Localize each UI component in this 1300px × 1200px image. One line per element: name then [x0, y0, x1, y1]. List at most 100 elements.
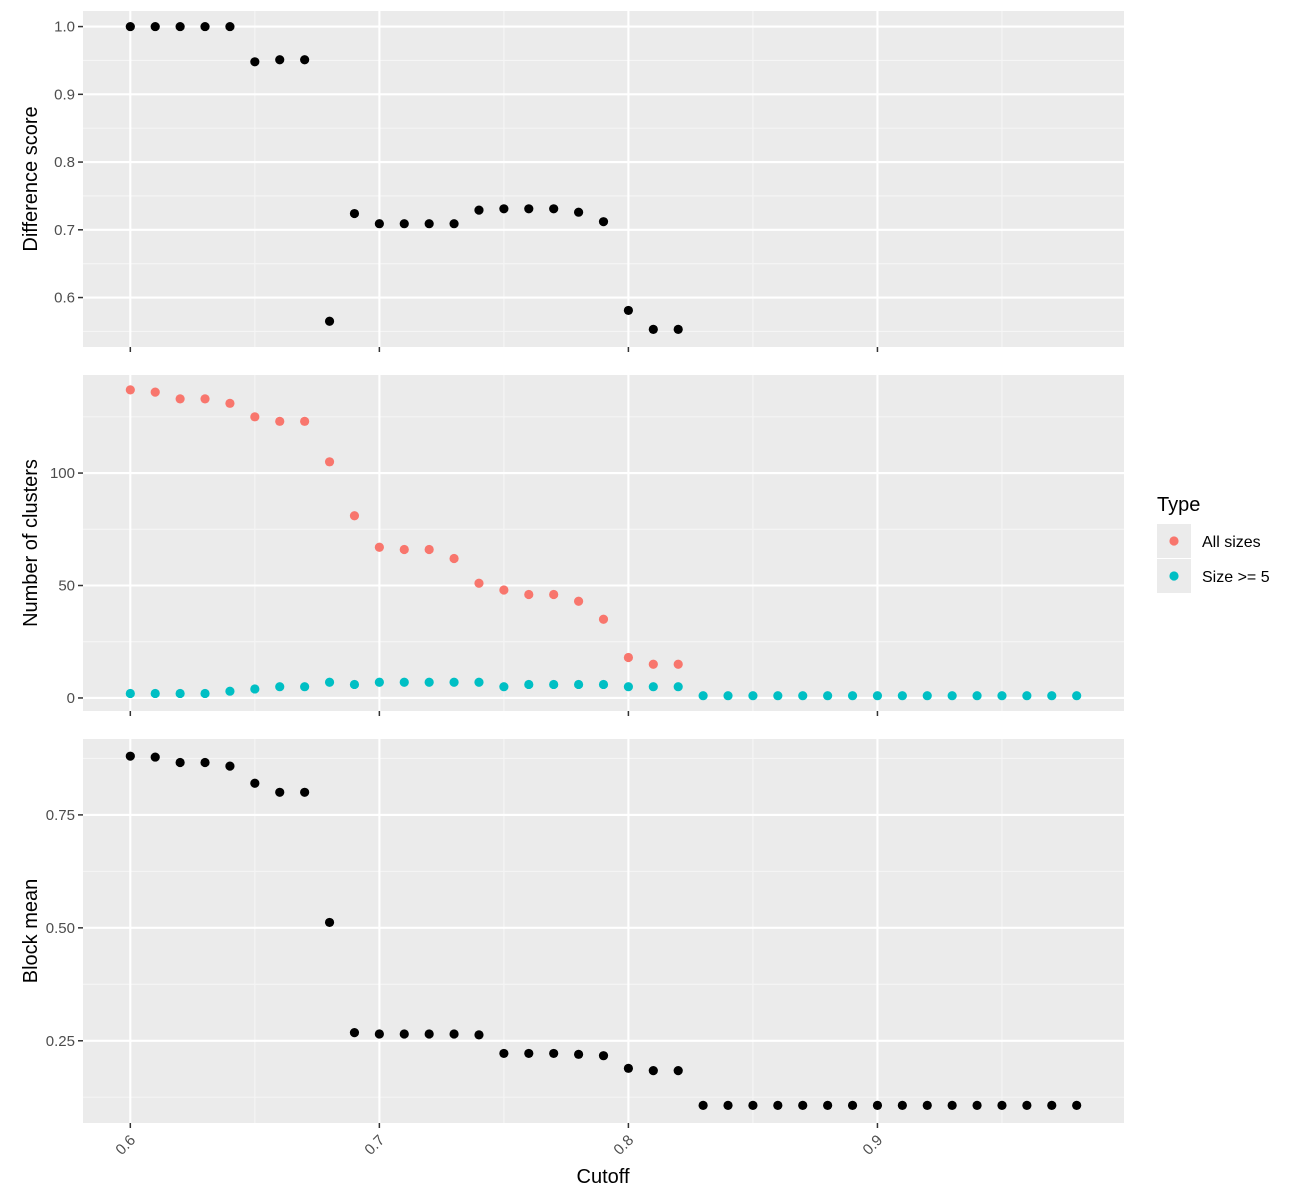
data-point: [524, 1048, 534, 1059]
series-2: [125, 677, 1082, 701]
panel-3: 0.25 0.50 0.75 Block mean 0.6 0.7 0.8 0.9: [20, 739, 1124, 1159]
data-point: [349, 208, 360, 219]
data-point: [997, 691, 1007, 701]
data-point: [225, 398, 235, 408]
data-point: [549, 589, 559, 600]
data-point: [374, 219, 384, 229]
data-point: [449, 677, 459, 687]
data-point: [374, 1029, 384, 1039]
data-point: [798, 691, 808, 701]
data-point: [847, 1100, 858, 1110]
data-point: [449, 219, 459, 229]
data-point: [424, 544, 434, 555]
data-point: [225, 21, 235, 32]
data-point: [275, 682, 285, 692]
x-axis-title: Cutoff: [577, 1166, 630, 1188]
data-point: [275, 416, 285, 426]
x-tick-label: 0.6: [112, 1132, 139, 1159]
data-point: [623, 682, 634, 692]
data-point: [723, 1100, 733, 1110]
data-point: [947, 1100, 957, 1110]
data-point: [175, 688, 185, 699]
y-tick-label: 0: [67, 690, 75, 707]
data-point: [573, 679, 584, 690]
series-1: [125, 385, 683, 669]
data-point: [150, 387, 160, 397]
panel-1: 0.6 0.7 0.8 0.9 1.0 Difference score: [20, 11, 1124, 352]
data-point: [748, 1100, 758, 1110]
data-point: [648, 659, 658, 669]
data-point: [524, 679, 534, 690]
data-point: [449, 553, 459, 564]
data-point: [897, 1100, 907, 1110]
data-point: [250, 778, 260, 788]
data-point: [549, 679, 559, 690]
data-point: [324, 917, 335, 928]
y-tick-label: 50: [58, 578, 75, 595]
legend-label-all-sizes: All sizes: [1202, 534, 1261, 551]
data-point: [250, 412, 260, 422]
data-point: [997, 1100, 1007, 1110]
data-point: [175, 757, 185, 768]
data-point: [349, 1028, 360, 1038]
data-point: [922, 1100, 932, 1110]
data-point: [424, 677, 434, 687]
data-point: [823, 691, 833, 701]
data-point: [275, 787, 285, 797]
data-point: [399, 1029, 409, 1039]
data-point: [150, 752, 160, 762]
data-point: [549, 1048, 559, 1059]
data-point: [449, 1029, 459, 1039]
data-point: [474, 1030, 484, 1040]
data-point: [399, 544, 409, 555]
data-point: [922, 691, 932, 701]
data-point: [673, 324, 683, 334]
data-point: [399, 677, 409, 687]
legend: Type All sizes Size >= 5: [1157, 494, 1270, 593]
y-axis-title: Block mean: [20, 879, 42, 984]
data-point: [175, 394, 185, 404]
y-tick-label: 0.25: [46, 1033, 75, 1050]
data-point: [573, 207, 584, 217]
data-point: [349, 511, 360, 521]
data-point: [250, 57, 260, 67]
data-point: [549, 204, 559, 214]
data-point: [598, 217, 609, 227]
data-point: [250, 684, 260, 694]
data-point: [623, 305, 634, 316]
data-point: [349, 679, 360, 690]
data-point: [424, 219, 434, 229]
data-point: [499, 204, 509, 214]
data-point: [200, 688, 210, 699]
data-point: [499, 682, 509, 692]
data-point: [324, 316, 335, 326]
data-point: [1072, 1100, 1082, 1110]
data-point: [598, 679, 609, 690]
data-point: [275, 55, 285, 65]
data-point: [698, 691, 708, 701]
data-point: [324, 677, 335, 687]
legend-label-size-ge-5: Size >= 5: [1202, 569, 1270, 586]
data-point: [573, 1049, 584, 1059]
data-point: [175, 21, 185, 32]
data-point: [374, 542, 384, 552]
data-point: [623, 652, 634, 663]
data-point: [399, 219, 409, 229]
panel-background: [83, 11, 1124, 347]
data-point: [872, 691, 883, 701]
x-tick-label: 0.7: [361, 1132, 388, 1159]
data-point: [773, 691, 783, 701]
data-point: [225, 761, 235, 771]
y-axis-title: Number of clusters: [20, 459, 42, 627]
data-point: [374, 677, 384, 687]
data-point: [1022, 1100, 1032, 1110]
y-tick-label: 0.50: [46, 920, 75, 937]
data-point: [125, 21, 135, 32]
data-point: [499, 585, 509, 595]
data-point: [823, 1100, 833, 1110]
y-tick-label: 0.9: [54, 86, 75, 103]
data-point: [1047, 691, 1057, 701]
x-tick-label: 0.8: [610, 1132, 637, 1159]
data-point: [972, 1100, 982, 1110]
